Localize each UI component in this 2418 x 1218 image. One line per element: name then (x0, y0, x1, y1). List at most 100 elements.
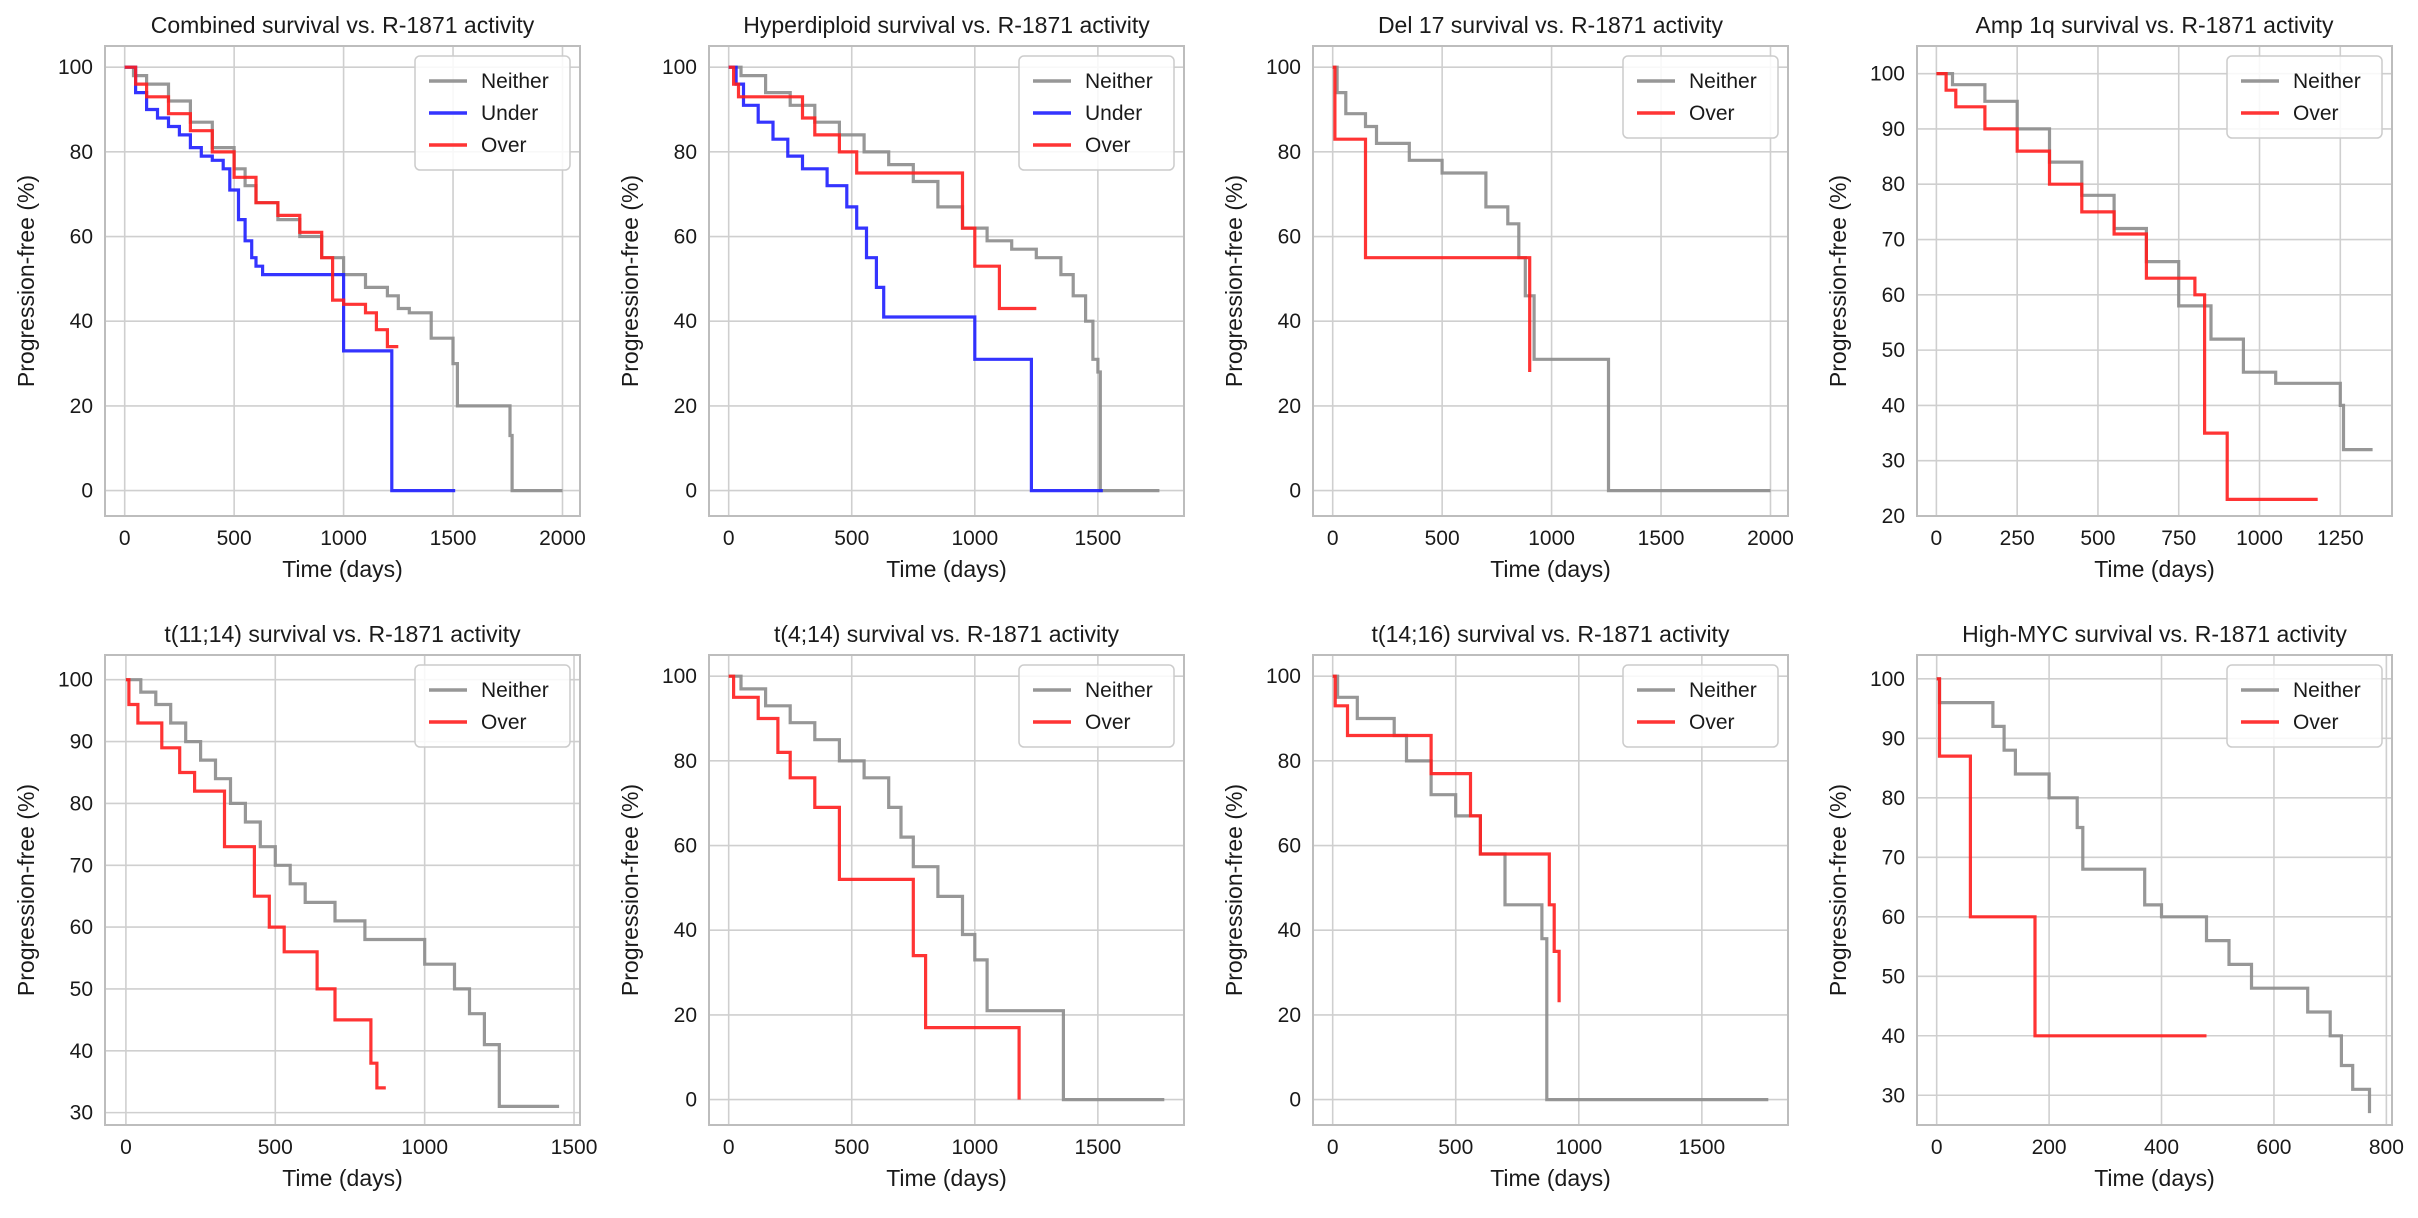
data-point (376, 1087, 378, 1089)
x-tick-label: 500 (834, 1136, 869, 1159)
data-point (1357, 718, 1359, 720)
y-tick-label: 60 (674, 835, 697, 858)
series-line-over (1332, 674, 1561, 1003)
data-point (299, 232, 301, 234)
data-point (1332, 675, 1334, 677)
data-point (2081, 211, 2083, 213)
data-point (728, 66, 730, 68)
plot-frame (708, 654, 1185, 1126)
data-point (2082, 868, 2084, 870)
legend-box (1622, 55, 1779, 139)
data-point (2343, 449, 2345, 451)
data-point (900, 836, 902, 838)
series-line-neither (125, 678, 560, 1108)
data-point (1541, 938, 1543, 940)
data-point (974, 359, 976, 361)
data-point (789, 722, 791, 724)
y-tick-label: 40 (70, 310, 93, 333)
x-tick-label: 200 (2032, 1136, 2067, 1159)
data-point (888, 164, 890, 166)
x-tick-label: 1500 (1679, 1136, 1726, 1159)
data-point (230, 803, 232, 805)
y-tick-label: 20 (1278, 1004, 1301, 1027)
x-tick-label: 500 (1425, 527, 1460, 550)
chart-svg: Combined survival vs. R-1871 activity 0 50… (13, 12, 586, 582)
x-tick-label: 1000 (401, 1136, 448, 1159)
data-point (900, 879, 902, 881)
data-point (185, 741, 187, 743)
x-tick-label: 1000 (1528, 527, 1575, 550)
data-point (255, 202, 257, 204)
legend-label: Neither (2293, 679, 2361, 702)
y-axis-label: Progression-free (%) (1825, 784, 1851, 996)
data-point (321, 257, 323, 259)
data-point (245, 821, 247, 823)
y-axis-label: Progression-free (%) (13, 784, 39, 996)
y-tick-label: 20 (1278, 395, 1301, 418)
x-tick-label: 500 (1438, 1136, 1473, 1159)
legend-label: Over (2293, 102, 2339, 125)
y-tick-label: 50 (70, 978, 93, 1001)
data-point (888, 807, 890, 809)
series-line-under (728, 65, 1103, 493)
data-point (826, 185, 828, 187)
series-line-over (124, 65, 399, 349)
series-group (1332, 65, 1771, 493)
data-point (457, 405, 459, 407)
data-point (1504, 904, 1506, 906)
data-point (1332, 66, 1334, 68)
legend-label: Neither (1085, 70, 1153, 93)
data-point (839, 879, 841, 881)
data-point (316, 988, 318, 990)
data-point (124, 66, 126, 68)
legend-box (414, 664, 571, 748)
data-point (1558, 1001, 1560, 1003)
data-point (728, 675, 730, 677)
data-point (469, 1013, 471, 1015)
data-point (856, 172, 858, 174)
data-point (1102, 490, 1104, 492)
y-tick-label: 80 (674, 141, 697, 164)
x-axis-label: Time (days) (1490, 556, 1611, 582)
y-tick-label: 100 (58, 669, 93, 692)
legend-label: Neither (1085, 679, 1153, 702)
data-point (2076, 827, 2078, 829)
x-tick-label: 0 (1931, 1136, 1943, 1159)
data-point (1060, 274, 1062, 276)
x-tick-label: 400 (2144, 1136, 2179, 1159)
data-point (376, 329, 378, 331)
data-point (1485, 206, 1487, 208)
data-point (424, 963, 426, 965)
data-point (1072, 295, 1074, 297)
y-tick-label: 0 (685, 480, 697, 503)
data-point (912, 181, 914, 183)
data-point (1936, 678, 1938, 680)
data-point (839, 151, 841, 153)
data-point (2178, 305, 2180, 307)
x-tick-label: 500 (834, 527, 869, 550)
data-point (1984, 128, 1986, 130)
chart-svg: Amp 1q survival vs. R-1871 activity 0 250 5… (1825, 12, 2393, 582)
chart-title: t(11;14) survival vs. R-1871 activity (164, 621, 521, 647)
series-group (728, 65, 1160, 493)
series-line-over (1936, 677, 2207, 1038)
legend-label: Over (1689, 102, 1735, 125)
data-point (1548, 904, 1550, 906)
y-tick-label: 80 (1882, 173, 1905, 196)
data-point (269, 926, 271, 928)
y-axis-label: Progression-free (%) (1221, 784, 1247, 996)
y-tick-label: 50 (1882, 965, 1905, 988)
x-tick-label: 1000 (951, 527, 998, 550)
series-line-under (124, 65, 456, 493)
data-point (1608, 490, 1610, 492)
data-point (986, 240, 988, 242)
x-tick-label: 1000 (1555, 1136, 1602, 1159)
plot-frame (1312, 45, 1789, 517)
data-point (2210, 338, 2212, 340)
data-point (814, 807, 816, 809)
data-point (740, 75, 742, 77)
data-point (389, 350, 391, 352)
y-axis-label: Progression-free (%) (1825, 175, 1851, 387)
series-group (1936, 677, 2372, 1114)
data-point (1970, 916, 1972, 918)
